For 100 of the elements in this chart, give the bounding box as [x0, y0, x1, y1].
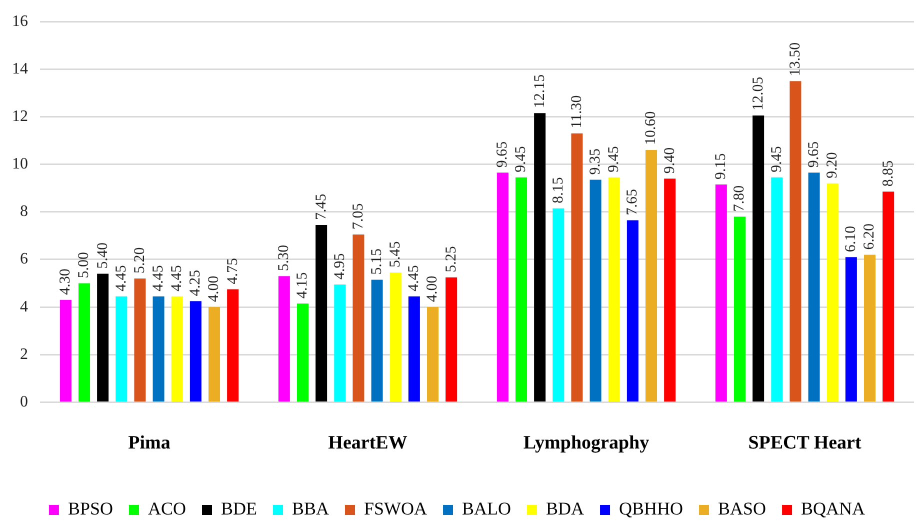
x-tick-label: Pima [128, 432, 171, 454]
bar [808, 172, 820, 402]
bar [734, 216, 746, 402]
data-label: 8.85 [880, 160, 896, 187]
y-tick-label: 12 [12, 108, 28, 125]
bar [296, 303, 309, 402]
bar [752, 116, 764, 402]
bar [515, 177, 528, 402]
x-tick-label: SPECT Heart [748, 432, 862, 454]
data-label: 4.45 [150, 265, 166, 292]
bar [227, 289, 239, 402]
legend-label: BQANA [801, 498, 866, 519]
y-tick-label: 6 [20, 250, 28, 268]
bar [790, 81, 802, 402]
y-tick-label: 0 [20, 393, 28, 410]
x-tick-label: Lymphography [523, 432, 650, 454]
data-label: 9.35 [587, 148, 604, 175]
data-label: 4.45 [406, 265, 422, 292]
y-tick-label: 8 [20, 203, 28, 220]
bar [571, 133, 583, 402]
bar [715, 184, 727, 402]
y-tick-label: 14 [12, 60, 28, 78]
data-label: 5.45 [388, 241, 404, 268]
bar [134, 278, 146, 402]
legend-label: FSWOA [364, 498, 428, 519]
data-label: 4.30 [58, 268, 74, 295]
bar [116, 296, 128, 402]
data-label: 7.80 [732, 185, 748, 212]
data-label: 5.00 [76, 252, 92, 278]
data-label: 9.20 [824, 152, 841, 178]
legend-label: BASO [718, 498, 766, 519]
bar [534, 113, 546, 402]
data-label: 7.05 [350, 203, 366, 230]
data-label: 6.20 [862, 223, 878, 250]
legend-label: BBA [292, 498, 330, 519]
bar [771, 177, 783, 402]
data-label: 9.45 [606, 146, 622, 172]
bar [826, 183, 838, 402]
bar [171, 296, 183, 402]
bar [390, 272, 402, 402]
x-tick-label: HeartEW [328, 432, 408, 454]
data-label: 4.95 [332, 253, 348, 280]
bar [78, 283, 90, 402]
legend-label: BALO [462, 498, 512, 519]
bar [97, 274, 109, 402]
bar [60, 300, 72, 402]
legend-label: ACO [148, 498, 186, 519]
data-label: 12.15 [532, 74, 548, 108]
data-label: 10.60 [643, 111, 660, 146]
bar [334, 284, 346, 402]
data-label: 9.65 [806, 141, 822, 168]
y-tick-label: 4 [20, 298, 28, 316]
data-label: 7.65 [624, 188, 641, 216]
bar [426, 307, 439, 402]
y-tick-label: 10 [12, 156, 28, 173]
data-label: 5.15 [368, 248, 385, 275]
data-label: 4.25 [188, 270, 204, 296]
bar [664, 178, 676, 402]
data-label: 5.25 [443, 246, 460, 272]
data-label: 4.75 [224, 258, 241, 284]
data-label: 8.15 [550, 177, 566, 204]
bar [496, 172, 508, 402]
y-tick-label: 2 [20, 346, 28, 363]
data-label: 5.40 [94, 242, 111, 269]
bar [626, 220, 638, 402]
legend-label: BPSO [68, 498, 113, 519]
bar [208, 307, 220, 402]
legend-label: QBHHO [619, 498, 684, 519]
bar [645, 150, 658, 402]
data-label: 11.30 [568, 95, 585, 128]
bar [190, 301, 202, 402]
data-label: 13.50 [787, 42, 804, 76]
bar [590, 180, 602, 402]
bar [864, 254, 876, 402]
y-tick-label: 16 [12, 12, 28, 30]
data-label: 5.30 [276, 244, 292, 272]
bar [882, 192, 894, 402]
bar [608, 177, 620, 402]
data-label: 4.45 [169, 265, 186, 292]
bar [552, 208, 564, 402]
data-label: 4.15 [294, 272, 311, 298]
data-label: 4.00 [206, 276, 222, 302]
legend-label: BDE [220, 498, 257, 519]
data-label: 7.45 [313, 194, 330, 220]
bar [352, 234, 364, 402]
data-label: 4.45 [113, 265, 130, 292]
data-label: 9.15 [713, 153, 730, 180]
bar [446, 277, 458, 402]
data-label: 6.10 [843, 226, 860, 252]
bar [152, 296, 164, 402]
data-label: 9.45 [513, 146, 530, 172]
data-label: 9.45 [768, 146, 785, 172]
bar [316, 224, 328, 402]
legend-label: BDA [546, 498, 584, 519]
data-label: 9.65 [494, 141, 511, 168]
bar [845, 257, 857, 402]
data-label: 9.40 [662, 147, 678, 174]
bar [371, 280, 383, 402]
data-label: 12.05 [750, 76, 766, 111]
bar [408, 296, 420, 402]
